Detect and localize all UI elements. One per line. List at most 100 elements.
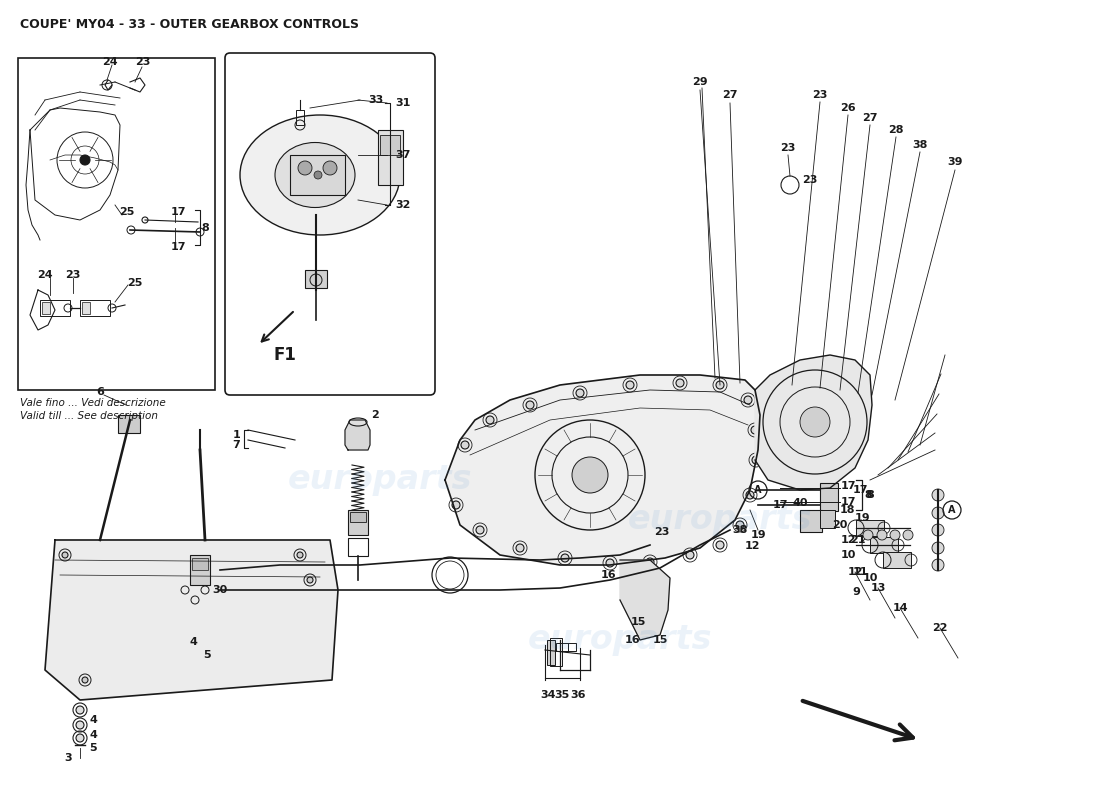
Circle shape	[606, 559, 614, 567]
Text: 15: 15	[630, 617, 646, 627]
Bar	[42, 302, 50, 314]
Text: F1: F1	[274, 346, 296, 364]
Text: 22: 22	[933, 623, 948, 633]
Bar	[800, 510, 822, 532]
Text: Valid till ... See description: Valid till ... See description	[20, 411, 158, 421]
Circle shape	[307, 577, 314, 583]
Text: A: A	[948, 505, 956, 515]
Text: 21: 21	[850, 535, 866, 545]
Text: 32: 32	[395, 200, 410, 210]
Circle shape	[526, 401, 534, 409]
Bar	[82, 302, 90, 314]
Text: 19: 19	[750, 530, 766, 540]
Text: 38: 38	[912, 140, 927, 150]
Text: 18: 18	[840, 505, 856, 515]
Circle shape	[716, 541, 724, 549]
Text: 10: 10	[862, 573, 878, 583]
Bar	[378, 130, 403, 185]
Text: 25: 25	[119, 207, 134, 217]
Text: 4: 4	[189, 637, 197, 647]
Circle shape	[646, 558, 654, 566]
Polygon shape	[45, 540, 338, 700]
Circle shape	[561, 554, 569, 562]
Text: 34: 34	[540, 690, 556, 700]
Circle shape	[80, 155, 90, 165]
Circle shape	[686, 551, 694, 559]
Text: 23: 23	[802, 175, 817, 185]
Circle shape	[82, 677, 88, 683]
Circle shape	[576, 389, 584, 397]
Text: 16: 16	[601, 570, 616, 580]
Text: 2: 2	[371, 410, 378, 420]
Circle shape	[76, 706, 84, 714]
Circle shape	[716, 381, 724, 389]
Circle shape	[877, 530, 887, 540]
Circle shape	[314, 171, 322, 179]
Text: 26: 26	[840, 103, 856, 113]
Text: 5: 5	[204, 650, 211, 660]
Ellipse shape	[240, 115, 400, 235]
Circle shape	[890, 530, 900, 540]
Text: 27: 27	[723, 90, 738, 100]
Bar	[856, 520, 884, 536]
Text: 4: 4	[89, 730, 97, 740]
Text: 39: 39	[947, 157, 962, 167]
Text: 35: 35	[554, 690, 570, 700]
Text: 17: 17	[840, 497, 856, 507]
Text: 5: 5	[89, 743, 97, 753]
Circle shape	[323, 161, 337, 175]
Circle shape	[932, 559, 944, 571]
Ellipse shape	[275, 142, 355, 207]
Text: 20: 20	[833, 520, 848, 530]
Bar	[379, 135, 400, 155]
Circle shape	[746, 491, 754, 499]
Text: 17: 17	[852, 485, 868, 495]
Text: 25: 25	[128, 278, 143, 288]
Text: 8: 8	[866, 490, 873, 500]
Circle shape	[751, 426, 759, 434]
Text: 3: 3	[64, 753, 72, 763]
Circle shape	[864, 530, 873, 540]
Circle shape	[752, 456, 760, 464]
Circle shape	[452, 501, 460, 509]
Circle shape	[516, 544, 524, 552]
Bar	[18, 58, 214, 390]
Bar	[870, 537, 898, 553]
Circle shape	[744, 396, 752, 404]
Text: 10: 10	[840, 550, 856, 560]
Text: 40: 40	[792, 498, 807, 508]
Circle shape	[932, 489, 944, 501]
Text: 24: 24	[37, 270, 53, 280]
Text: 15: 15	[652, 635, 668, 645]
Text: 23: 23	[65, 270, 80, 280]
Text: 7: 7	[232, 440, 240, 450]
Text: 27: 27	[862, 113, 878, 123]
Text: 23: 23	[780, 143, 795, 153]
Text: 8: 8	[201, 223, 209, 233]
Bar	[547, 640, 556, 665]
Text: 23: 23	[812, 90, 827, 100]
Circle shape	[676, 379, 684, 387]
Circle shape	[626, 381, 634, 389]
Circle shape	[476, 526, 484, 534]
Circle shape	[572, 457, 608, 493]
Text: 38: 38	[733, 525, 748, 535]
Bar	[550, 638, 562, 666]
Text: europarts: europarts	[288, 463, 472, 497]
Text: 23: 23	[654, 527, 670, 537]
Circle shape	[297, 552, 302, 558]
Text: 23: 23	[135, 57, 151, 67]
Bar	[556, 643, 568, 651]
Text: 12: 12	[840, 535, 856, 545]
Bar	[348, 538, 369, 556]
Bar	[80, 300, 110, 316]
Bar	[820, 483, 838, 511]
Text: 11: 11	[852, 567, 868, 577]
Text: 9: 9	[852, 587, 860, 597]
Circle shape	[932, 507, 944, 519]
Text: 29: 29	[692, 77, 707, 87]
Text: 24: 24	[102, 57, 118, 67]
Text: 36: 36	[570, 690, 585, 700]
Circle shape	[932, 542, 944, 554]
Bar	[296, 110, 304, 125]
